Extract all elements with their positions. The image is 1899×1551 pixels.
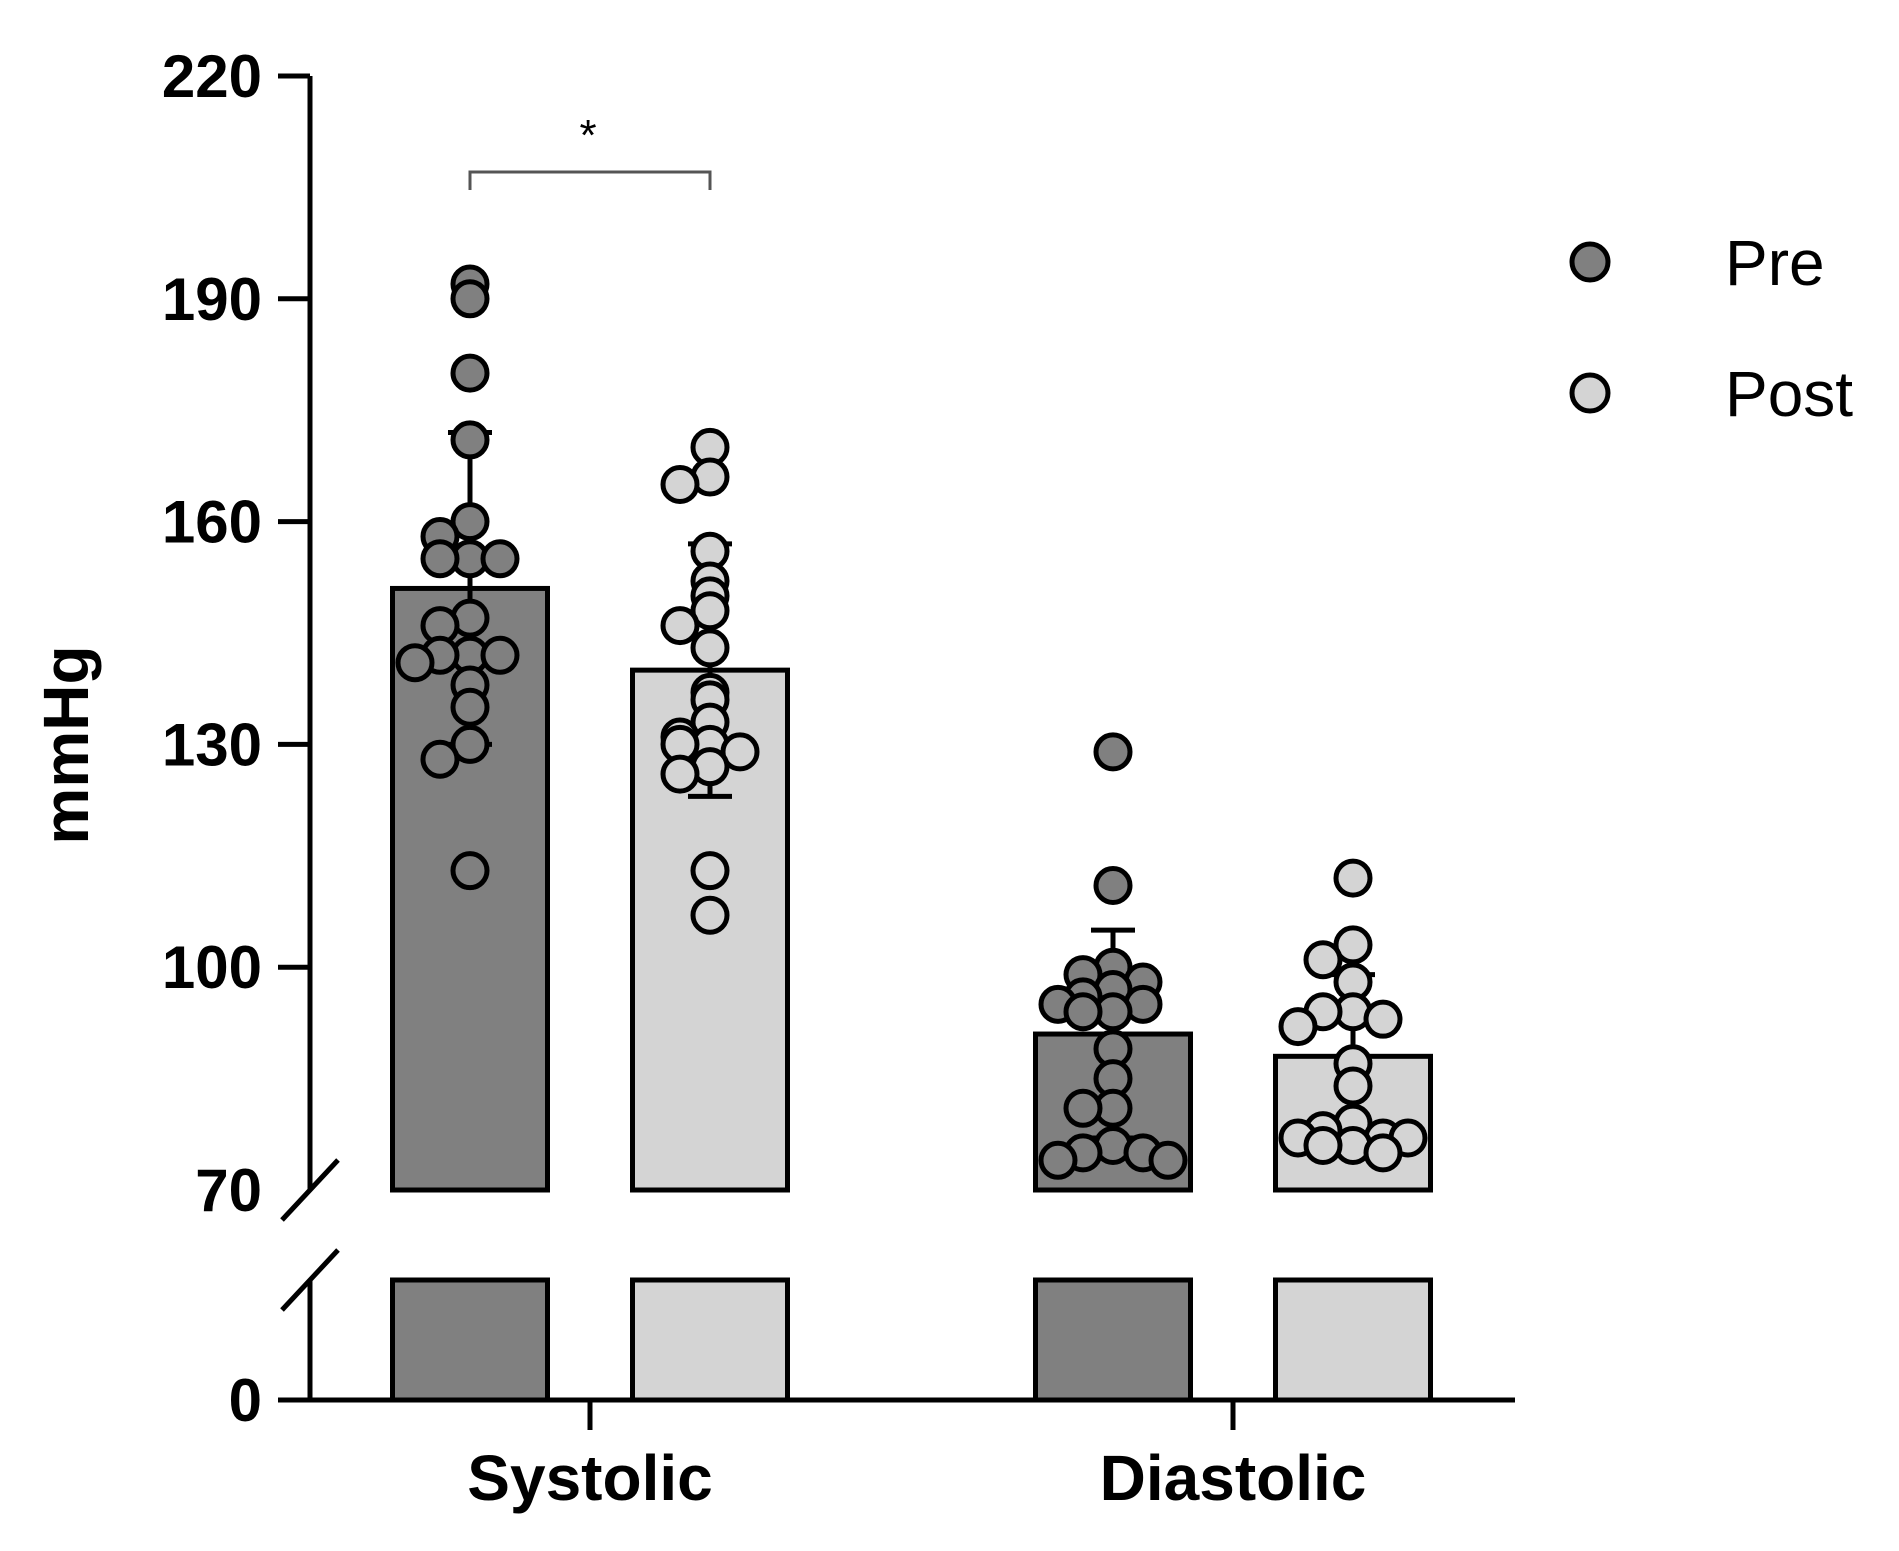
legend-marker-pre <box>1569 241 1611 283</box>
x-tick-label: Systolic <box>467 1442 712 1514</box>
data-point <box>660 754 700 794</box>
data-point <box>395 643 435 683</box>
data-point <box>1303 1125 1343 1165</box>
data-point <box>1148 1140 1188 1180</box>
data-point <box>720 732 760 772</box>
data-point <box>690 851 730 891</box>
data-point <box>1333 1066 1373 1106</box>
data-point <box>450 724 490 764</box>
data-point <box>450 851 490 891</box>
legend-marker-post <box>1569 372 1611 414</box>
data-point <box>450 687 490 727</box>
data-point <box>660 464 700 504</box>
data-point <box>1093 732 1133 772</box>
data-point <box>450 279 490 319</box>
y-tick-label: 0 <box>229 1367 262 1434</box>
data-point <box>1038 1140 1078 1180</box>
data-point <box>660 606 700 646</box>
data-point <box>690 895 730 935</box>
y-tick-label: 160 <box>162 489 262 556</box>
data-point <box>420 539 460 579</box>
data-point <box>450 420 490 460</box>
data-point <box>1278 1007 1318 1047</box>
bar-lower-pre-systolic <box>390 1277 550 1403</box>
axis-break-mark-lower <box>280 1248 340 1312</box>
chart-layer: 0 70 100 130 160 190 220 Systolic Diastolic mmHg *… <box>30 43 1853 1514</box>
x-tick-label: Diastolic <box>1100 1442 1367 1514</box>
bar-lower-post-systolic <box>630 1277 790 1403</box>
data-point <box>450 353 490 393</box>
data-point <box>690 628 730 668</box>
data-point <box>1333 925 1373 965</box>
significance-label: * <box>579 111 596 160</box>
y-tick-label: 190 <box>162 266 262 333</box>
y-tick-label: 70 <box>195 1157 262 1224</box>
bar-lower-post-diastolic <box>1273 1277 1433 1403</box>
axis-break-mark-upper <box>280 1158 340 1222</box>
data-point <box>1303 940 1343 980</box>
data-point <box>420 739 460 779</box>
data-point <box>1093 866 1133 906</box>
data-point <box>1363 999 1403 1039</box>
bar-lower-pre-diastolic <box>1033 1277 1193 1403</box>
data-point <box>1333 858 1373 898</box>
data-point <box>480 635 520 675</box>
data-point <box>1063 992 1103 1032</box>
y-tick-label: 130 <box>162 711 262 778</box>
y-tick-label: 100 <box>162 934 262 1001</box>
significance-bracket <box>468 170 712 190</box>
data-point <box>1363 1133 1403 1173</box>
legend-label-pre: Pre <box>1725 227 1825 299</box>
data-point <box>1063 1088 1103 1128</box>
y-axis-title: mmHg <box>30 645 102 844</box>
data-point <box>450 502 490 542</box>
y-tick-label: 220 <box>162 43 262 110</box>
data-point <box>690 591 730 631</box>
legend-label-post: Post <box>1725 358 1853 430</box>
data-point <box>480 539 520 579</box>
